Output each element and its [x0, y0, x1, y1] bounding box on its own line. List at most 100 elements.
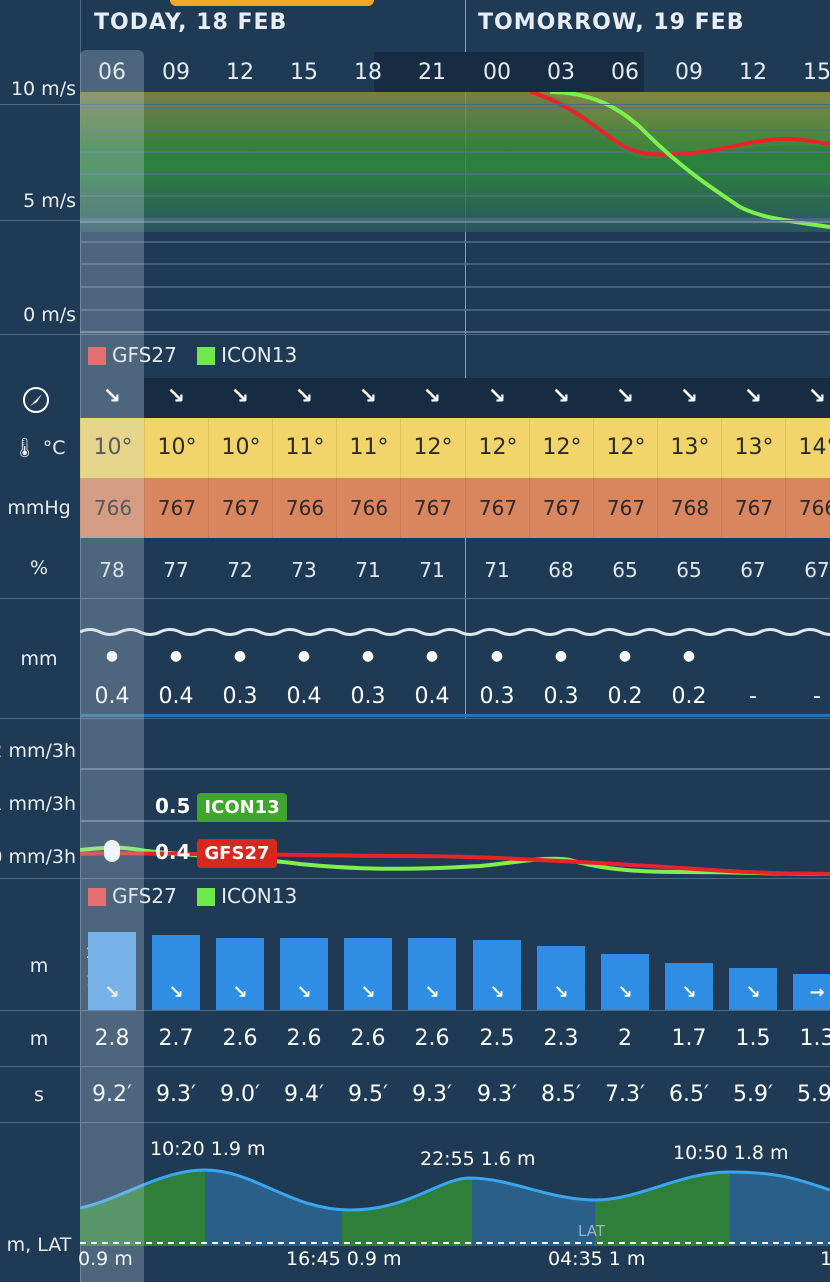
temp-cell: 13°	[657, 418, 722, 478]
wave-bar	[601, 954, 649, 1010]
precip-marker[interactable]	[104, 840, 120, 862]
hour-cell[interactable]: 00	[483, 60, 511, 85]
hour-cell[interactable]: 12	[739, 60, 767, 85]
wave-direction-icon: ↘	[360, 982, 376, 1003]
selected-column-highlight[interactable]	[80, 50, 144, 1282]
humidity-cell: 65	[612, 558, 638, 582]
wave-period-cell: 5.9′	[797, 1082, 830, 1107]
wave-period-label: s	[34, 1084, 44, 1106]
pressure-label: mmHg	[7, 497, 71, 519]
icon-wind-line	[549, 92, 830, 229]
wave-bar	[88, 932, 136, 1010]
wave-direction-icon: ↘	[168, 982, 184, 1003]
wave-direction-icon: ↘	[424, 982, 440, 1003]
precip-grid	[80, 820, 830, 822]
wind-arrow-icon: ↘	[679, 384, 699, 409]
humidity-cell: 73	[291, 558, 317, 582]
hour-cell[interactable]: 18	[354, 60, 382, 85]
wave-direction-icon: ↘	[232, 982, 248, 1003]
hour-cell[interactable]: 12	[226, 60, 254, 85]
wind-arrow-icon: ↘	[166, 384, 186, 409]
wave-period-cell: 8.5′	[541, 1082, 581, 1107]
wind-legend: GFS27 ICON13	[88, 343, 311, 367]
tide-curve	[80, 1168, 830, 1212]
wind-axis-5: 5 m/s	[23, 190, 76, 212]
precip-cell: 0.3	[543, 684, 579, 709]
wave-bar	[665, 963, 713, 1010]
precip-cell: 0.3	[222, 684, 258, 709]
hour-cell[interactable]: 06	[98, 60, 126, 85]
wind-arrow-icon: ↘	[487, 384, 507, 409]
tide-low-3: 1	[820, 1248, 830, 1270]
temp-cell: 12°	[593, 418, 658, 478]
raindrop-icon: ●	[682, 648, 696, 664]
divider	[0, 1010, 830, 1011]
humidity-cell: 72	[227, 558, 253, 582]
hour-cell[interactable]: 15	[290, 60, 318, 85]
wave-direction-icon: ↘	[104, 982, 120, 1003]
thermometer-icon: 🌡	[12, 437, 37, 459]
wave-height-cell: 2.6	[222, 1026, 258, 1051]
wind-arrow-icon: ↘	[807, 384, 827, 409]
humidity-cell: 77	[163, 558, 189, 582]
tide-high-1: 10:20 1.9 m	[150, 1138, 266, 1160]
wave-bar	[408, 938, 456, 1010]
humidity-cell: 78	[99, 558, 125, 582]
pressure-cell: 766	[336, 478, 401, 538]
hour-cell[interactable]: 06	[611, 60, 639, 85]
wave-height-cell: 1.3	[799, 1026, 830, 1051]
wave-height-cell: 2.6	[286, 1026, 322, 1051]
wind-axis-0: 0 m/s	[23, 304, 76, 326]
wave-period-cell: 5.9′	[733, 1082, 773, 1107]
wave-bar	[216, 938, 264, 1010]
divider	[0, 1122, 830, 1123]
tide-high-2: 22:55 1.6 m	[420, 1148, 536, 1170]
pressure-cell: 767	[529, 478, 594, 538]
icon-legend-swatch	[197, 888, 216, 906]
row-labels-column	[0, 0, 81, 1282]
wave-direction-icon: ↘	[489, 982, 505, 1003]
raindrop-icon: ●	[169, 648, 183, 664]
tide-label: m, LAT	[6, 1234, 72, 1256]
hour-cell[interactable]: 09	[162, 60, 190, 85]
tide-low-1: 16:45 0.9 m	[286, 1248, 402, 1270]
gfs-legend-label: GFS27	[112, 884, 177, 908]
pressure-cell: 766	[272, 478, 337, 538]
precip-axis-2: 2 mm/3h	[0, 740, 76, 762]
precip-axis-1: 1 mm/3h	[0, 793, 76, 815]
wave-direction-icon: ↘	[745, 982, 761, 1003]
compass-icon	[22, 386, 50, 414]
precip-cell: 0.3	[350, 684, 386, 709]
wave-height-cell: 2.6	[350, 1026, 386, 1051]
pressure-cell: 766	[785, 478, 830, 538]
raindrop-icon: ●	[233, 648, 247, 664]
hour-cell[interactable]: 03	[547, 60, 575, 85]
wind-arrow-icon: ↘	[551, 384, 571, 409]
precip-cell: -	[813, 684, 821, 709]
wave-period-cell: 9.2′	[92, 1082, 132, 1107]
wind-arrow-icon: ↘	[102, 384, 122, 409]
wind-axis-10: 10 m/s	[10, 78, 76, 100]
hour-cell[interactable]: 09	[675, 60, 703, 85]
day-title-today: TODAY, 18 FEB	[94, 10, 288, 35]
humidity-label: %	[29, 557, 49, 579]
temp-cell: 14°	[785, 418, 830, 478]
wave-period-cell: 7.3′	[605, 1082, 645, 1107]
raindrop-icon: ●	[490, 648, 504, 664]
hour-cell[interactable]: 21	[418, 60, 446, 85]
icon-legend-label: ICON13	[221, 343, 298, 367]
wave-height-cell: 2.6	[414, 1026, 450, 1051]
hour-cell[interactable]: 15	[803, 60, 830, 85]
raindrop-icon: ●	[105, 648, 119, 664]
wind-arrow-icon: ↘	[230, 384, 250, 409]
wave-height-label: m	[29, 955, 49, 977]
humidity-cell: 68	[548, 558, 574, 582]
raindrop-icon: ●	[425, 648, 439, 664]
day-header-accent	[170, 0, 374, 6]
humidity-cell: 71	[355, 558, 381, 582]
tide-low-0: 0.9 m	[78, 1248, 133, 1270]
divider	[0, 878, 830, 879]
temp-cell: 13°	[721, 418, 786, 478]
wave-period-cell: 9.3′	[156, 1082, 196, 1107]
wave-height-value-label: m	[29, 1028, 49, 1050]
